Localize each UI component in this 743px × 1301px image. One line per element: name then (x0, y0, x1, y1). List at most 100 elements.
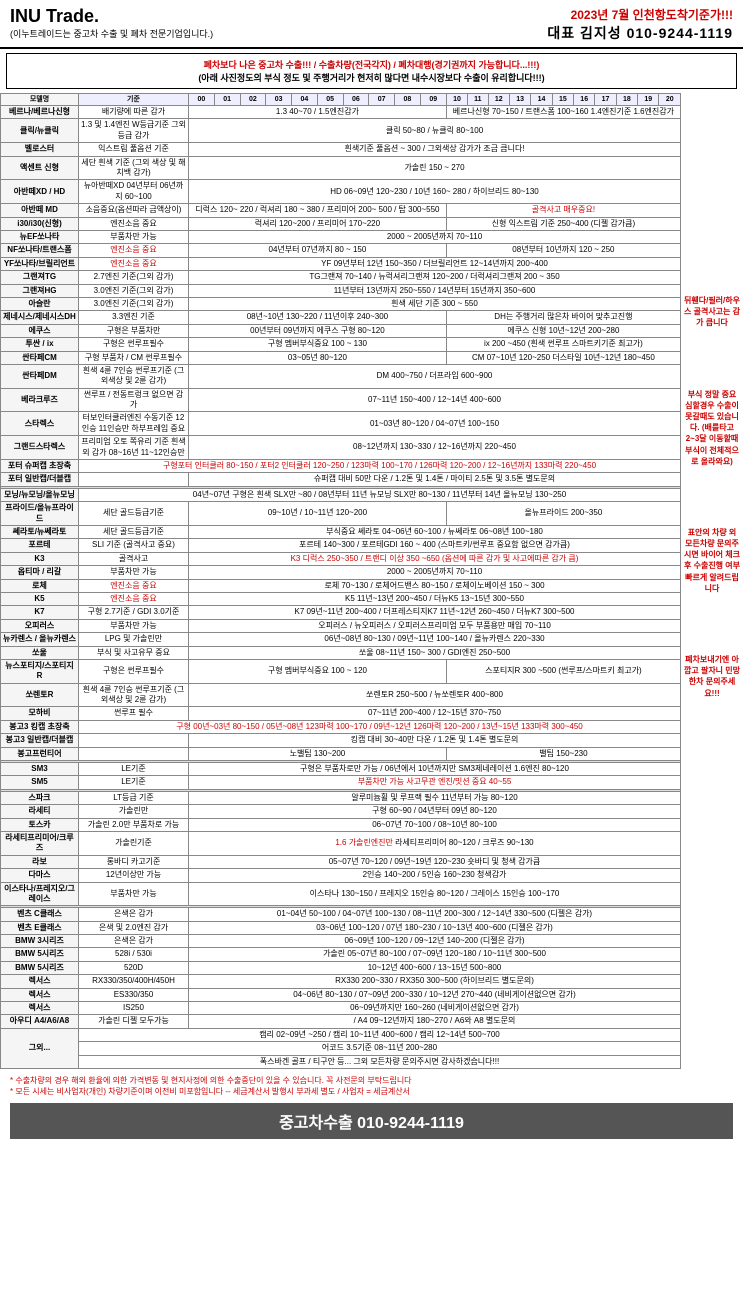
col-year: 04 (292, 94, 318, 106)
ref-cell: RX330/350/400H/450H (79, 975, 189, 988)
data-cell: 구형은 부품차로만 가능 / 06년에서 10년까지만 SM3제네레이션 1.6… (189, 763, 681, 776)
model-cell: 액센트 신형 (1, 156, 79, 180)
col-year: 14 (531, 94, 552, 106)
col-year: 10 (446, 94, 467, 106)
model-cell: K5 (1, 592, 79, 605)
model-cell: 렉서스 (1, 988, 79, 1001)
ref-cell: LPG 및 가솔린만 (79, 633, 189, 646)
ref-cell: 구형은 부품차만 (79, 324, 189, 337)
date-banner: 2023년 7월 인천항도착기준가!!! (547, 6, 733, 23)
ref-cell: ES330/350 (79, 988, 189, 1001)
model-cell: SM3 (1, 763, 79, 776)
data-cell: 포르테 140~300 / 포르테GDI 160 ~ 400 (스마트키/썬루프… (189, 539, 681, 552)
data-cell: 05~07년 70~120 / 09년~19년 120~230 숏바디 및 청색… (189, 855, 681, 868)
model-cell: 다마스 (1, 869, 79, 882)
ref-cell: 엔진소음 중요 (79, 579, 189, 592)
data-cell: 07~11년 200~400 / 12~15년 370~750 (189, 707, 681, 720)
data-cell: 09~10년 / 10~11년 120~200 (189, 502, 447, 526)
ref-cell: 가솔린만 (79, 805, 189, 818)
model-cell: 오피러스 (1, 619, 79, 632)
data-cell: 흰색기준 풀옵션 ~ 300 / 그외색상 감가가 조금 큽니다! (189, 143, 681, 156)
col-year: 11 (468, 94, 488, 106)
ref-cell: 부품차만 가능 (79, 231, 189, 244)
data-cell: 06~09년 100~120 / 09~12년 140~200 (디젤은 감가) (189, 935, 681, 948)
model-cell: 아반떼XD / HD (1, 180, 79, 204)
data-cell: / A4 09~12년까지 180~270 / A6와 A8 별도문의 (189, 1015, 681, 1028)
data-cell: 골격사고 매우중요! (446, 204, 680, 217)
data-cell: 킹캡 대비 30~40만 다운 / 1.2톤 및 1.4톤 별도문의 (189, 734, 681, 747)
ref-cell: LE기준 (79, 763, 189, 776)
ref-cell: 엔진소음 중요 (79, 257, 189, 270)
ref-cell: 은색은 감가 (79, 935, 189, 948)
ref-cell: 부식 및 사고유무 중요 (79, 646, 189, 659)
data-cell: 신형 익스트림 기준 250~400 (디젤 감가큼) (446, 217, 680, 230)
model-cell: 아우디 A4/A6/A8 (1, 1015, 79, 1028)
ref-cell: 세단 골드등급기준 (79, 525, 189, 538)
model-cell: 토스카 (1, 818, 79, 831)
model-cell: 라세티 (1, 805, 79, 818)
data-cell: 1.6 가솔린엔진만 라세티프리미어 80~120 / 크루즈 90~130 (189, 831, 681, 855)
data-cell: 밸팁 150~230 (446, 747, 680, 760)
ref-cell: 흰색 4륜 7인승 썬루프기준 (그외색상 및 2륜 감가) (79, 683, 189, 707)
model-cell: 라보 (1, 855, 79, 868)
model-cell: i30/i30(신형) (1, 217, 79, 230)
data-cell: HD 06~09년 120~230 / 10년 160~ 280 / 하이브리드… (189, 180, 681, 204)
col-year: 07 (369, 94, 395, 106)
side-note: 표안의 차량 외 모든차량 문의주시면 바이어 체크 후 수출진행 여부 빠르게… (683, 527, 741, 594)
model-cell: 뉴EF쏘나타 (1, 231, 79, 244)
model-cell: 모하비 (1, 707, 79, 720)
etc-line: 폭스바겐 골프 / 티구안 등... 그외 모든차량 문의주시면 감사하겠습니다… (79, 1055, 681, 1068)
data-cell: 쏘렌토R 250~500 / 뉴쏘렌토R 400~800 (189, 683, 681, 707)
data-cell: K7 09년~11년 200~400 / 더프레스티지K7 11년~12년 26… (189, 606, 681, 619)
col-year: 01 (214, 94, 240, 106)
logo-text: INU Trade. (10, 6, 213, 27)
data-cell: 01~03년 80~120 / 04~07년 100~150 (189, 412, 681, 436)
model-cell: 투싼 / ix (1, 338, 79, 351)
model-cell: 봉고프런티어 (1, 747, 79, 760)
data-cell: 06년~08년 80~130 / 09년~11년 100~140 / 올뉴카렌스… (189, 633, 681, 646)
model-cell: 렉서스 (1, 1002, 79, 1015)
col-year: 06 (343, 94, 369, 106)
ref-cell: 세단 흰색 기준 (그외 색상 및 해치백 감가) (79, 156, 189, 180)
data-cell: K5 11년~13년 200~450 / 더뉴K5 13~15년 300~550 (189, 592, 681, 605)
model-cell: 그랜드스타렉스 (1, 436, 79, 460)
data-cell: 11년부터 13년까지 250~550 / 14년부터 15년까지 350~60… (189, 284, 681, 297)
model-cell: 옵티마 / 리갈 (1, 566, 79, 579)
data-cell: 알루미늄휠 및 루프랙 필수 11년부터 가능 80~120 (189, 791, 681, 804)
model-cell: BMW 5시리즈 (1, 961, 79, 974)
data-cell: 2인승 140~200 / 5인승 160~230 청색감가 (189, 869, 681, 882)
col-year: 00 (189, 94, 215, 106)
col-year: 15 (552, 94, 573, 106)
ref-cell: 썬루프 필수 (79, 707, 189, 720)
header: INU Trade. (이누트레이드는 중고차 수출 및 폐차 전문기업입니다.… (0, 0, 743, 45)
model-cell: 모닝/뉴모닝/올뉴모닝 (1, 488, 79, 501)
data-cell: 03~06년 100~120 / 07년 180~230 / 10~13년 40… (189, 921, 681, 934)
col-year: 05 (317, 94, 343, 106)
data-cell: 스포티지R 300 ~500 (썬루프/스마트키 최고가) (446, 659, 680, 683)
col-year: 13 (509, 94, 530, 106)
data-cell: 오피러스 / 뉴오피러스 / 오피러스프리미엄 모두 부품용만 매입 70~11… (189, 619, 681, 632)
sidebar: 뒤휀다/필러/하우스 골격사고는 감가 큽니다부식 정말 중요 심할경우 수출이… (681, 93, 743, 1069)
model-cell: 싼타페DM (1, 364, 79, 388)
ref-cell: 부품차만 가능 (79, 566, 189, 579)
data-cell: 01~04년 50~100 / 04~07년 100~130 / 08~11년 … (189, 908, 681, 921)
model-cell: 프라이드/올뉴프라이드 (1, 502, 79, 526)
model-cell: 그랜져TG (1, 271, 79, 284)
ref-cell: 롱바디 카고기준 (79, 855, 189, 868)
data-cell: 04년부터 07년까지 80 ~ 150 (189, 244, 447, 257)
data-cell: 2000 ~ 2005년까지 70~110 (189, 566, 681, 579)
model-cell: 베라크루즈 (1, 388, 79, 412)
data-cell: 클릭 50~80 / 뉴클릭 80~100 (189, 119, 681, 143)
ref-cell: 구형은 썬루프필수 (79, 338, 189, 351)
ref-cell: 1.3 및 1.4엔진 W등급기준 그외등급 감가 (79, 119, 189, 143)
data-cell: 00년부터 09년까지 에쿠스 구형 80~120 (189, 324, 447, 337)
ref-cell: 엔진소음 중요 (79, 592, 189, 605)
data-cell: 로체 70~130 / 로체어드밴스 80~150 / 로체이노베이션 150 … (189, 579, 681, 592)
footer-banner: 중고차수출 010-9244-1119 (10, 1103, 733, 1139)
data-cell: 디럭스 120~ 220 / 럭셔리 180 ~ 380 / 프리미어 200~… (189, 204, 447, 217)
data-cell: 08년~10년 130~220 / 11년이후 240~300 (189, 311, 447, 324)
ref-cell: 3.0엔진 기준(그외 감가) (79, 297, 189, 310)
data-cell: 올뉴프라이드 200~350 (446, 502, 680, 526)
data-cell: 가솔린 05~07년 80~100 / 07~09년 120~180 / 10~… (189, 948, 681, 961)
ref-cell: 엔진소음 중요 (79, 244, 189, 257)
